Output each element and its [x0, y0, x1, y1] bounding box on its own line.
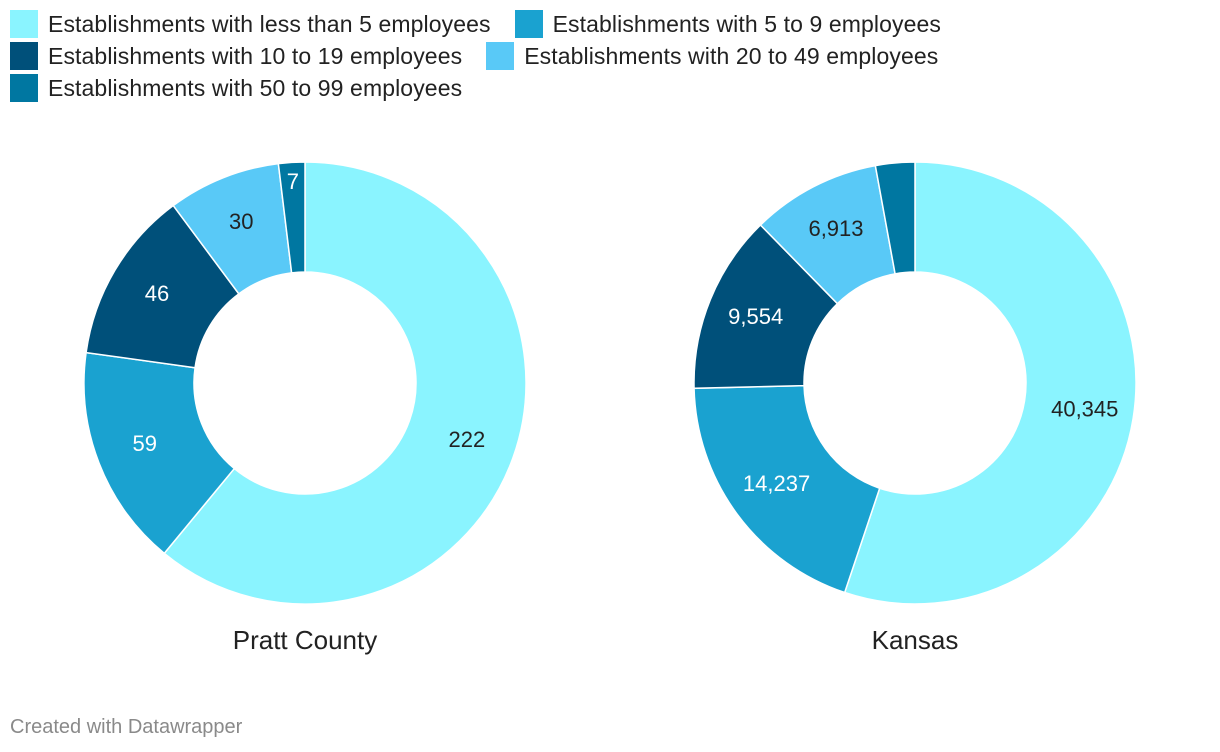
slice-value-label: 9,554	[728, 304, 783, 329]
legend-swatch	[486, 42, 515, 70]
legend-item-5-to-9: Establishments with 5 to 9 employees	[514, 10, 941, 38]
legend-row: Establishments with 50 to 99 employees	[10, 72, 1190, 104]
donut-chart-pratt-county: 222 59 46 30 7 Pratt County	[83, 161, 527, 655]
donut-slice	[874, 161, 916, 275]
donut-slice	[277, 161, 306, 274]
legend-item-50-to-99: Establishments with 50 to 99 employees	[10, 74, 462, 102]
legend-swatch	[10, 74, 38, 102]
slice-value-label: 46	[145, 281, 169, 306]
chart-title: Kansas	[872, 625, 959, 655]
legend-label: Establishments with less than 5 employee…	[48, 10, 491, 37]
legend-item-less-than-5: Establishments with less than 5 employee…	[10, 10, 491, 38]
legend-swatch	[10, 10, 38, 38]
slice-value-label: 59	[132, 431, 156, 456]
legend-label: Establishments with 10 to 19 employees	[48, 42, 463, 69]
chart-legend: Establishments with less than 5 employee…	[10, 8, 1190, 104]
legend-label: Establishments with 50 to 99 employees	[48, 74, 463, 101]
donut-chart-kansas: 40,345 14,237 9,554 6,913 Kansas	[693, 161, 1137, 655]
donut-slice	[83, 351, 236, 555]
chart-title: Pratt County	[233, 625, 378, 655]
slice-value-label: 30	[229, 209, 253, 234]
slice-value-label: 6,913	[808, 216, 863, 241]
datawrapper-credit: Created with Datawrapper	[10, 716, 243, 738]
slice-value-label: 14,237	[743, 471, 810, 496]
legend-row: Establishments with less than 5 employee…	[10, 8, 1190, 40]
slice-value-label: 222	[448, 427, 485, 452]
donut-slice	[843, 161, 1137, 605]
slice-value-label: 40,345	[1051, 397, 1118, 422]
donut-slice	[693, 384, 881, 594]
legend-swatch	[514, 10, 543, 38]
legend-item-20-to-49: Establishments with 20 to 49 employees	[486, 42, 938, 70]
slice-value-label: 7	[287, 169, 299, 194]
legend-label: Establishments with 5 to 9 employees	[552, 10, 941, 37]
legend-label: Establishments with 20 to 49 employees	[524, 42, 939, 69]
donut-slice	[163, 161, 527, 605]
legend-row: Establishments with 10 to 19 employees E…	[10, 40, 1190, 72]
legend-item-10-to-19: Establishments with 10 to 19 employees	[10, 42, 462, 70]
legend-swatch	[10, 42, 38, 70]
